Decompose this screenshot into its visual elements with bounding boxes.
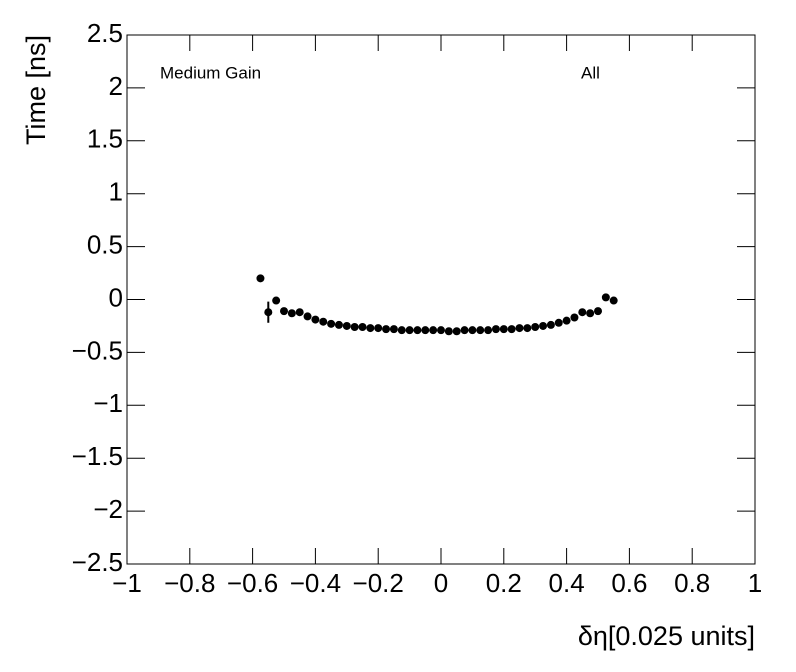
data-point: [491, 325, 500, 334]
data-point: [327, 319, 336, 328]
data-point: [578, 308, 587, 317]
data-point: [444, 327, 453, 336]
x-tick-label: −0.4: [290, 568, 341, 598]
data-point: [311, 315, 320, 324]
annotation: Medium Gain: [160, 63, 261, 82]
y-tick-label: −2: [93, 494, 123, 524]
x-tick-label: 1: [748, 568, 762, 598]
data-point: [319, 317, 328, 326]
annotation: All: [581, 63, 600, 82]
data-point: [413, 326, 422, 335]
data-point: [421, 326, 430, 335]
data-point: [515, 324, 524, 333]
data-point: [256, 274, 265, 283]
data-point: [594, 307, 602, 316]
data-point: [272, 296, 281, 305]
y-axis-label: Time [ns]: [21, 35, 51, 145]
data-point: [570, 313, 579, 322]
data-point: [429, 326, 438, 335]
y-tick-label: −0.5: [72, 335, 123, 365]
data-point: [586, 309, 595, 318]
data-point: [334, 320, 343, 329]
data-point: [460, 326, 469, 335]
data-point: [358, 323, 367, 332]
data-point: [562, 316, 571, 325]
data-point: [405, 326, 414, 335]
y-tick-label: 0: [109, 282, 123, 312]
data-point: [531, 323, 540, 332]
x-tick-label: −0.2: [353, 568, 404, 598]
data-point: [287, 309, 296, 318]
data-point: [609, 296, 618, 305]
x-tick-label: 0.6: [611, 568, 647, 598]
data-point: [374, 324, 383, 333]
data-point: [389, 325, 398, 334]
data-point: [523, 324, 532, 333]
x-tick-label: −0.6: [227, 568, 278, 598]
data-point: [264, 308, 273, 317]
data-point: [546, 320, 555, 329]
data-point: [499, 325, 508, 334]
y-tick-label: 0.5: [87, 229, 123, 259]
x-tick-label: 0.4: [549, 568, 585, 598]
data-point: [476, 326, 485, 335]
data-point: [397, 326, 406, 335]
y-tick-label: 1.5: [87, 124, 123, 154]
x-tick-label: 0: [434, 568, 448, 598]
data-point: [539, 321, 548, 330]
data-point: [507, 325, 516, 334]
data-point: [601, 293, 610, 302]
data-point: [468, 326, 477, 335]
x-tick-label: −0.8: [164, 568, 215, 598]
y-tick-label: −1.5: [72, 441, 123, 471]
data-point: [484, 326, 493, 335]
data-point: [342, 321, 351, 330]
data-point: [295, 308, 304, 317]
x-tick-label: 0.2: [486, 568, 522, 598]
plot-frame: [126, 34, 756, 565]
y-tick-label: 2: [109, 71, 123, 101]
data-point: [303, 312, 312, 321]
x-tick-label: −1: [112, 568, 142, 598]
data-point: [554, 318, 563, 327]
y-tick-label: 2.5: [87, 18, 123, 48]
x-axis-label: δη[0.025 units]: [578, 621, 755, 651]
data-point: [280, 307, 288, 316]
data-point: [437, 326, 445, 335]
y-tick-label: 1: [109, 177, 123, 207]
x-tick-label: 0.8: [674, 568, 710, 598]
data-point: [382, 325, 391, 334]
data-point: [350, 323, 359, 332]
y-tick-label: −2.5: [72, 547, 123, 577]
data-point: [452, 327, 461, 336]
y-tick-label: −1: [93, 388, 123, 418]
data-point: [366, 324, 375, 333]
